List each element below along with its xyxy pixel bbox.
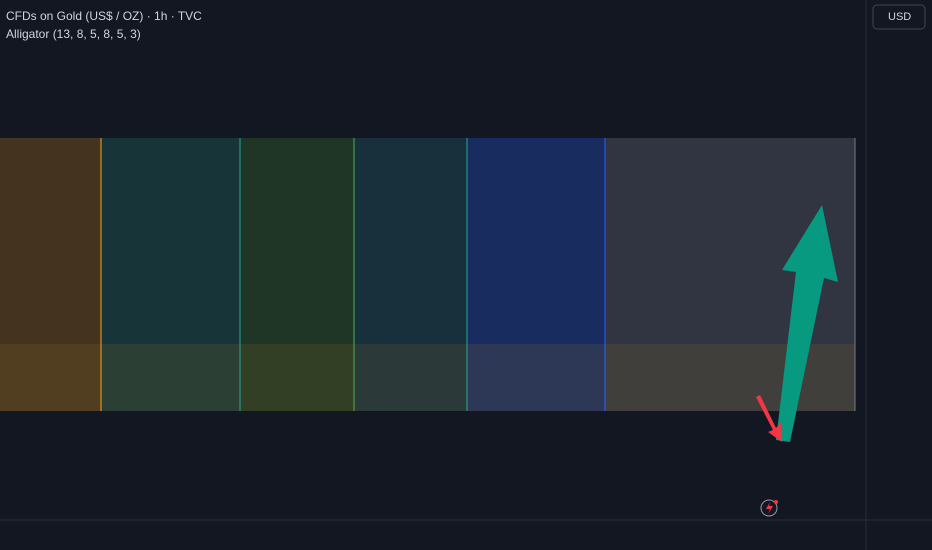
alert-icon[interactable] bbox=[760, 499, 778, 517]
zone bbox=[240, 138, 354, 411]
indicator-title[interactable]: Alligator (13, 8, 5, 8, 5, 3) bbox=[6, 27, 141, 41]
zone bbox=[354, 138, 467, 411]
alert-bolt bbox=[766, 502, 773, 514]
up-arrow bbox=[776, 205, 838, 442]
alert-dot bbox=[774, 500, 778, 504]
fib-zones bbox=[0, 138, 856, 411]
down-arrow bbox=[756, 395, 782, 442]
currency-button[interactable] bbox=[872, 4, 926, 30]
symbol-title[interactable]: CFDs on Gold (US$ / OZ) · 1h · TVC bbox=[6, 9, 202, 23]
arrows bbox=[756, 205, 838, 517]
currency: USD bbox=[888, 11, 911, 23]
zone bbox=[101, 138, 240, 411]
zone bbox=[0, 138, 101, 411]
zone bbox=[467, 138, 605, 411]
zone bbox=[0, 344, 855, 411]
